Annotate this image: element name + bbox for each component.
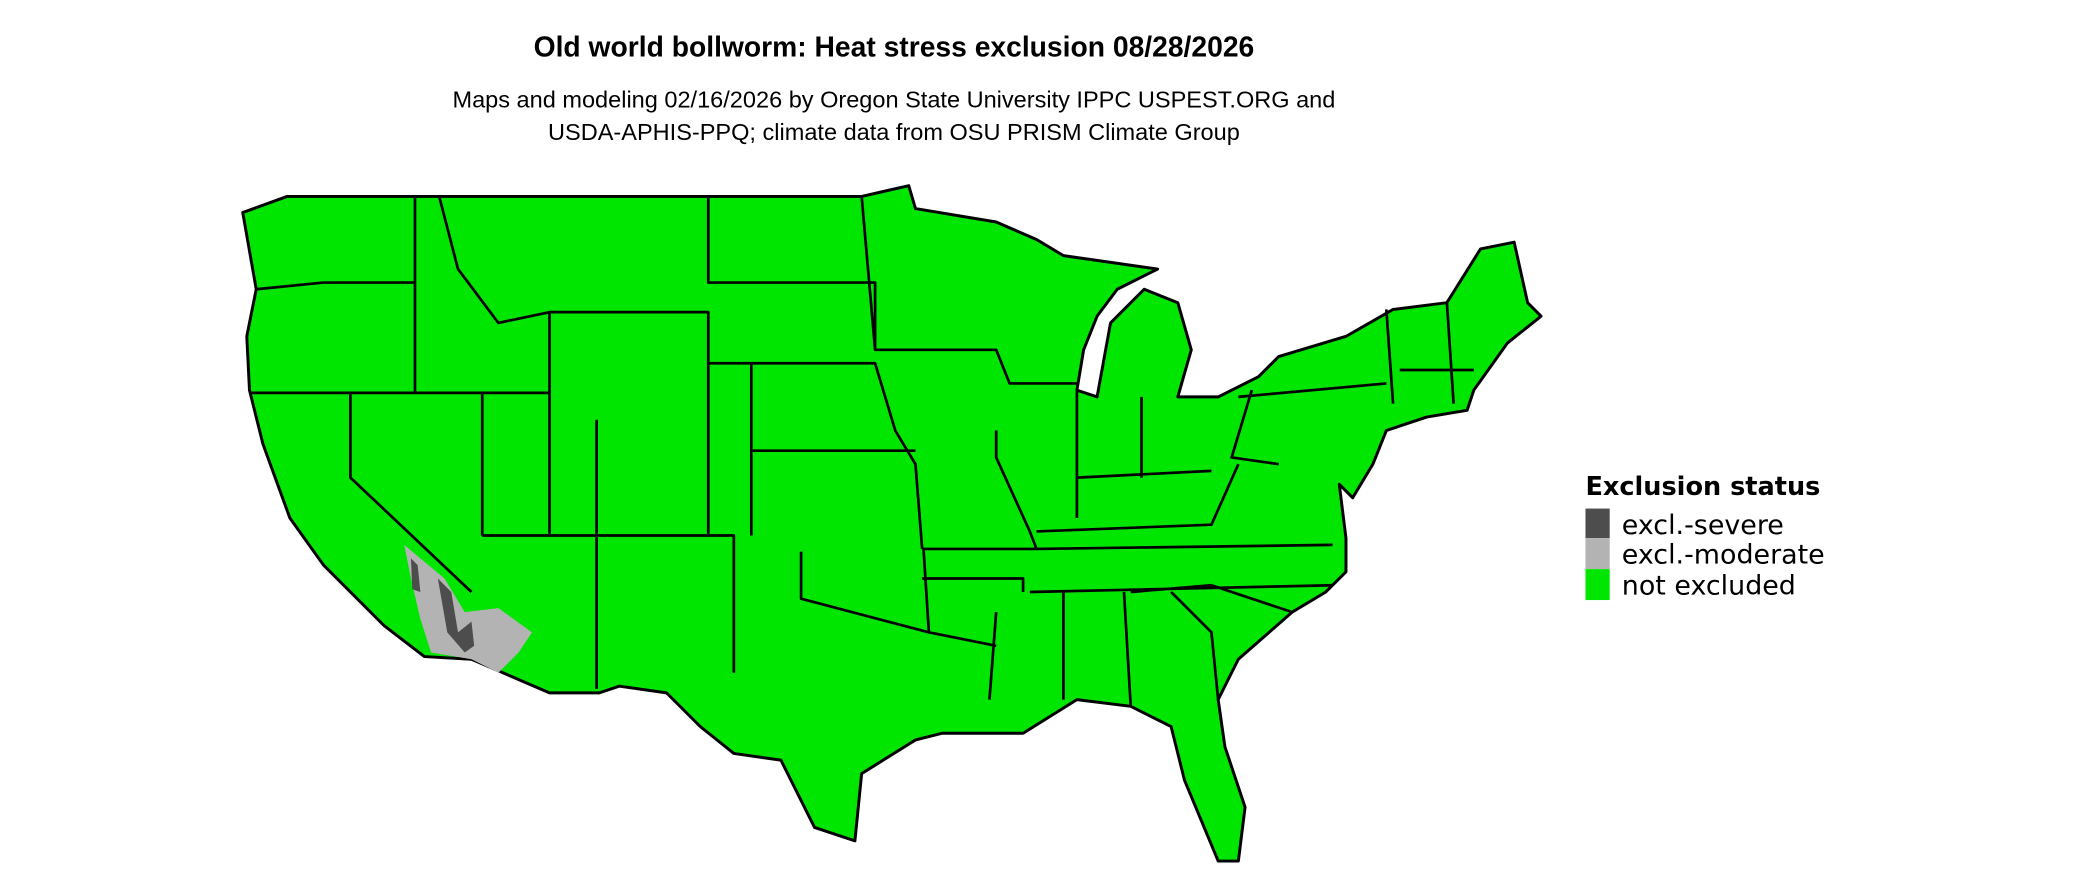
legend-item-excl-moderate: excl.-moderate xyxy=(1585,538,1825,571)
us-map xyxy=(241,184,1543,863)
legend-item-excl-severe: excl.-severe xyxy=(1585,508,1784,541)
legend-title: Exclusion status xyxy=(1585,472,1820,502)
excl-moderate-area xyxy=(404,544,533,673)
legend-swatch-not-excluded xyxy=(1585,569,1610,601)
legend-item-not-excluded: not excluded xyxy=(1585,569,1796,602)
map-subtitle-line-2: USDA-APHIS-PPQ; climate data from OSU PR… xyxy=(548,119,1240,145)
legend: Exclusion status excl.-severe excl.-mode… xyxy=(1585,472,1824,602)
legend-swatch-moderate xyxy=(1585,538,1610,570)
heat-exclusion-areas xyxy=(404,544,533,673)
legend-label: not excluded xyxy=(1622,571,1796,602)
legend-swatch-severe xyxy=(1585,508,1610,539)
map-title: Old world bollworm: Heat stress exclusio… xyxy=(534,31,1255,63)
legend-label: excl.-moderate xyxy=(1622,540,1825,571)
excl-severe-area xyxy=(410,558,475,653)
state-borders xyxy=(249,196,1474,707)
conus-outline xyxy=(241,184,1543,863)
legend-label: excl.-severe xyxy=(1622,510,1784,541)
map-subtitle-line-1: Maps and modeling 02/16/2026 by Oregon S… xyxy=(452,87,1335,113)
